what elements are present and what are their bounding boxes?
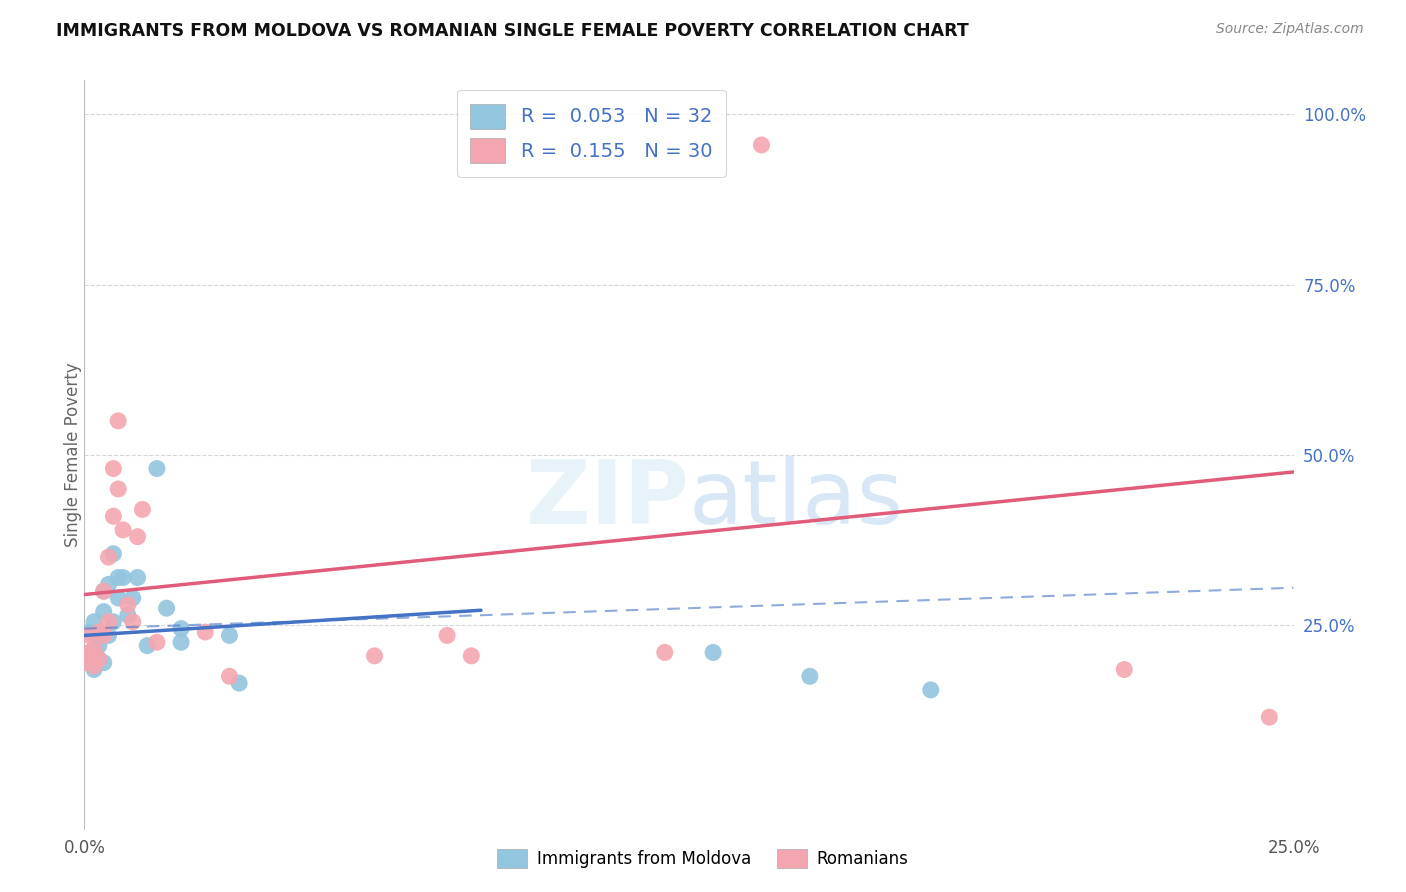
Point bbox=[146, 461, 169, 475]
Y-axis label: Single Female Poverty: Single Female Poverty bbox=[65, 363, 82, 547]
Text: atlas: atlas bbox=[689, 457, 904, 543]
Point bbox=[136, 639, 159, 653]
Point bbox=[799, 669, 821, 683]
Point bbox=[218, 669, 240, 683]
Point bbox=[77, 628, 100, 642]
Point bbox=[83, 615, 105, 629]
Point bbox=[77, 645, 100, 659]
Point bbox=[107, 570, 129, 584]
Point bbox=[87, 639, 110, 653]
Point bbox=[170, 622, 193, 636]
Point bbox=[93, 584, 115, 599]
Point bbox=[1258, 710, 1281, 724]
Point bbox=[107, 482, 129, 496]
Point bbox=[117, 598, 139, 612]
Point bbox=[170, 635, 193, 649]
Point bbox=[73, 652, 96, 666]
Text: Source: ZipAtlas.com: Source: ZipAtlas.com bbox=[1216, 22, 1364, 37]
Point bbox=[920, 682, 942, 697]
Legend: R =  0.053   N = 32, R =  0.155   N = 30: R = 0.053 N = 32, R = 0.155 N = 30 bbox=[457, 90, 725, 177]
Point bbox=[131, 502, 153, 516]
Point bbox=[112, 523, 135, 537]
Point bbox=[73, 656, 96, 670]
Point bbox=[93, 605, 115, 619]
Point bbox=[93, 584, 115, 599]
Point bbox=[103, 509, 125, 524]
Text: ZIP: ZIP bbox=[526, 457, 689, 543]
Point bbox=[218, 628, 240, 642]
Point bbox=[146, 635, 169, 649]
Legend: Immigrants from Moldova, Romanians: Immigrants from Moldova, Romanians bbox=[491, 843, 915, 875]
Point bbox=[87, 652, 110, 666]
Point bbox=[87, 628, 110, 642]
Point bbox=[107, 414, 129, 428]
Point bbox=[97, 615, 120, 629]
Point bbox=[117, 607, 139, 622]
Point bbox=[103, 547, 125, 561]
Point bbox=[97, 628, 120, 642]
Point bbox=[83, 659, 105, 673]
Point bbox=[83, 642, 105, 657]
Point bbox=[228, 676, 250, 690]
Point bbox=[87, 652, 110, 666]
Point bbox=[112, 570, 135, 584]
Point bbox=[127, 530, 149, 544]
Point bbox=[77, 645, 100, 659]
Point bbox=[121, 591, 143, 605]
Point bbox=[194, 625, 217, 640]
Point bbox=[654, 645, 676, 659]
Point bbox=[83, 642, 105, 657]
Point bbox=[83, 663, 105, 677]
Point bbox=[155, 601, 177, 615]
Point bbox=[363, 648, 385, 663]
Point bbox=[103, 615, 125, 629]
Point bbox=[751, 138, 773, 153]
Point bbox=[97, 550, 120, 565]
Point bbox=[107, 591, 129, 605]
Point bbox=[77, 625, 100, 640]
Point bbox=[460, 648, 482, 663]
Point bbox=[121, 615, 143, 629]
Point bbox=[87, 625, 110, 640]
Point bbox=[93, 628, 115, 642]
Point bbox=[93, 656, 115, 670]
Point bbox=[103, 461, 125, 475]
Point bbox=[127, 570, 149, 584]
Point bbox=[702, 645, 724, 659]
Point bbox=[436, 628, 458, 642]
Point bbox=[97, 577, 120, 591]
Point bbox=[1114, 663, 1136, 677]
Text: IMMIGRANTS FROM MOLDOVA VS ROMANIAN SINGLE FEMALE POVERTY CORRELATION CHART: IMMIGRANTS FROM MOLDOVA VS ROMANIAN SING… bbox=[56, 22, 969, 40]
